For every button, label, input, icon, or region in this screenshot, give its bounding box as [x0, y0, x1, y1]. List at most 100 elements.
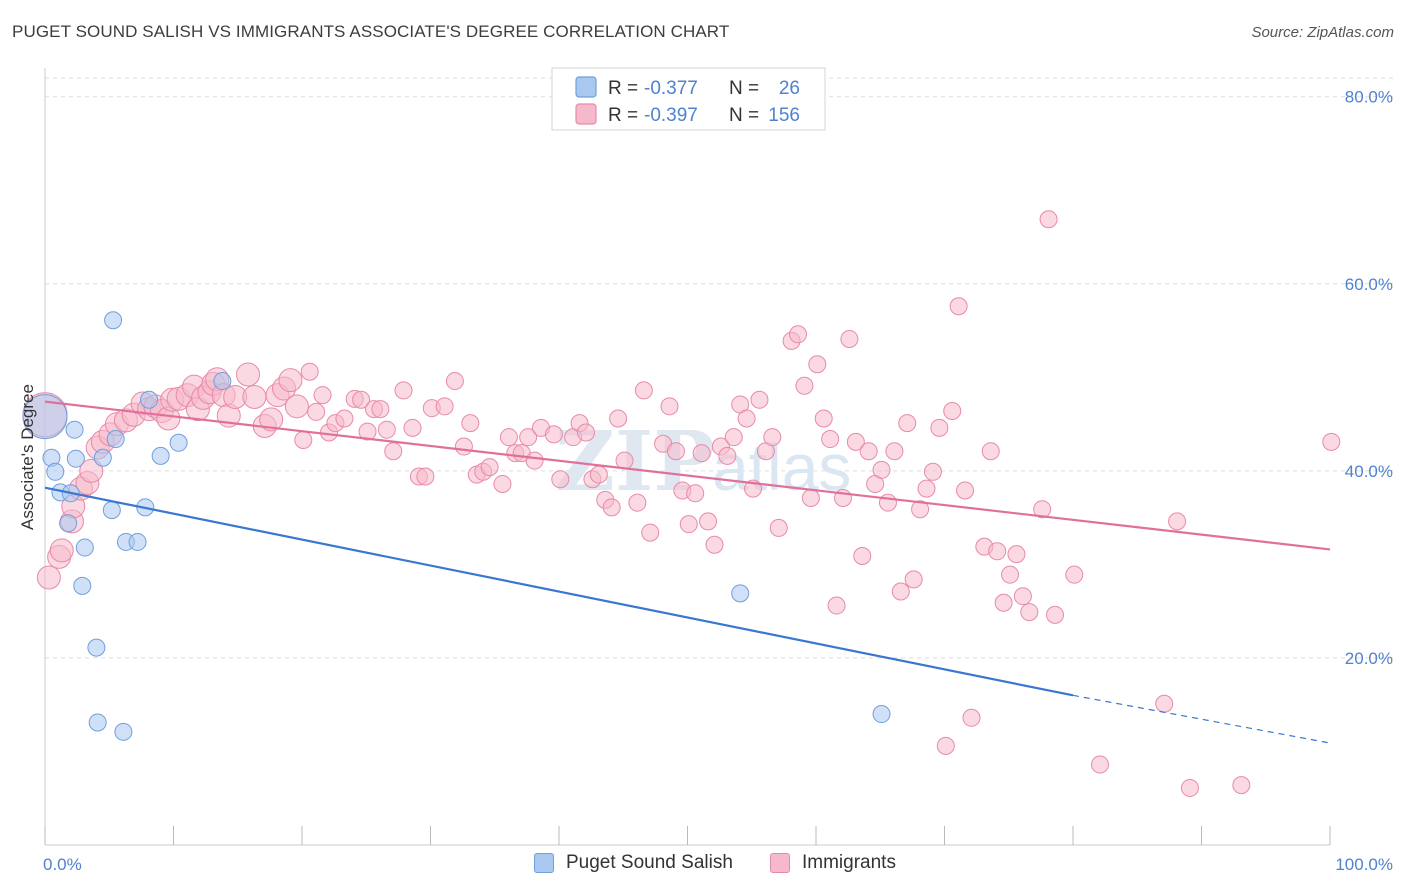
immigrant-point-39	[284, 394, 309, 419]
immigrant-point-85	[634, 381, 653, 400]
immigrant-point-70	[519, 428, 538, 447]
immigrant-point-151	[1232, 776, 1251, 795]
immigrant-point-122	[885, 442, 904, 461]
salish-points	[22, 311, 891, 741]
immigrant-point-113	[827, 596, 846, 615]
legend-label-salish: Puget Sound Salish	[566, 852, 733, 873]
immigrant-point-134	[962, 708, 981, 727]
salish-point-24	[731, 584, 750, 603]
immigrant-point-71	[525, 451, 544, 470]
legend-label-immigrants: Immigrants	[802, 852, 896, 873]
immigrants-points	[22, 210, 1341, 797]
immigrant-point-133	[956, 481, 975, 500]
immigrant-point-92	[686, 484, 705, 503]
immigrant-point-93	[692, 444, 711, 463]
immigrant-point-111	[814, 409, 833, 428]
immigrant-point-137	[988, 542, 1007, 561]
salish-point-15	[106, 430, 125, 449]
salish-point-10	[87, 638, 106, 657]
immigrant-point-61	[454, 437, 473, 456]
immigrant-point-107	[789, 325, 808, 344]
y-tick-label-2: 60.0%	[1345, 275, 1393, 294]
immigrant-point-51	[371, 400, 390, 419]
chart-title: PUGET SOUND SALISH VS IMMIGRANTS ASSOCIA…	[12, 22, 730, 41]
legend-top-n-value-immigrants: 156	[768, 105, 800, 126]
immigrant-point-100	[737, 409, 756, 428]
immigrant-point-81	[602, 498, 621, 517]
immigrant-point-43	[313, 386, 332, 405]
immigrant-point-67	[499, 428, 518, 447]
salish-point-21	[151, 446, 170, 465]
immigrant-point-95	[705, 535, 724, 554]
immigrant-point-49	[358, 422, 377, 441]
salish-trend-line	[44, 486, 1074, 697]
immigrant-point-132	[949, 297, 968, 316]
immigrant-point-41	[300, 362, 319, 381]
salish-point-22	[169, 433, 188, 452]
immigrant-point-128	[923, 462, 942, 481]
immigrant-point-146	[1065, 565, 1084, 584]
salish-point-23	[213, 372, 232, 391]
immigrant-point-131	[943, 401, 962, 420]
immigrant-point-94	[699, 512, 718, 531]
immigrant-point-150	[1180, 778, 1199, 797]
legend-item-immigrants: Immigrants	[770, 852, 896, 874]
immigrant-point-89	[666, 442, 685, 461]
immigrant-point-115	[840, 329, 859, 348]
immigrant-point-144	[1039, 210, 1058, 229]
trend-lines	[44, 400, 1331, 744]
immigrant-point-82	[609, 409, 628, 428]
salish-point-18	[128, 532, 147, 551]
immigrant-point-91	[679, 515, 698, 534]
immigrant-point-8	[79, 458, 104, 483]
salish-point-7	[66, 449, 85, 468]
salish-point-16	[114, 722, 133, 741]
immigrant-point-109	[801, 488, 820, 507]
immigrant-point-127	[917, 479, 936, 498]
immigrant-point-110	[808, 355, 827, 374]
immigrant-point-54	[394, 381, 413, 400]
immigrant-point-148	[1155, 694, 1174, 713]
immigrants-trend-line	[44, 400, 1331, 551]
salish-point-11	[88, 713, 107, 732]
immigrant-point-140	[1007, 545, 1026, 564]
immigrant-point-53	[384, 442, 403, 461]
immigrant-point-73	[544, 425, 563, 444]
immigrant-point-149	[1168, 512, 1187, 531]
source-label: Source: ZipAtlas.com	[1251, 24, 1394, 41]
salish-point-12	[93, 448, 112, 467]
legend-top-n-label-salish: N =	[729, 78, 759, 99]
legend-box	[551, 67, 826, 131]
immigrant-point-86	[641, 523, 660, 542]
salish-point-13	[102, 501, 121, 520]
immigrant-point-145	[1046, 605, 1065, 624]
immigrant-point-121	[878, 493, 897, 512]
immigrant-point-142	[1020, 603, 1039, 622]
immigrant-point-129	[930, 418, 949, 437]
immigrant-point-117	[853, 546, 872, 565]
legend-top-r-label-salish: R =	[608, 78, 638, 99]
salish-point-5	[59, 514, 78, 533]
immigrant-point-48	[352, 390, 371, 409]
immigrant-point-116	[846, 432, 865, 451]
immigrant-point-33	[242, 384, 267, 409]
legend-swatch-salish	[534, 853, 554, 873]
legend-top: R = -0.377 N = 26 R = -0.397 N = 156	[551, 67, 826, 131]
y-tick-label-0: 20.0%	[1345, 649, 1393, 668]
salish-point-9	[75, 538, 94, 557]
salish-point-20	[140, 390, 159, 409]
immigrant-point-120	[872, 460, 891, 479]
immigrant-point-79	[589, 465, 608, 484]
immigrant-point-97	[718, 446, 737, 465]
immigrant-point-141	[1013, 587, 1032, 606]
immigrant-point-102	[750, 390, 769, 409]
salish-point-8	[73, 576, 92, 595]
immigrant-point-88	[660, 397, 679, 416]
immigrant-point-32	[236, 362, 261, 387]
immigrant-point-1	[36, 565, 61, 590]
immigrant-point-104	[763, 428, 782, 447]
legend-top-r-value-salish: -0.377	[644, 78, 698, 99]
immigrant-point-126	[911, 500, 930, 519]
immigrant-point-105	[769, 518, 788, 537]
